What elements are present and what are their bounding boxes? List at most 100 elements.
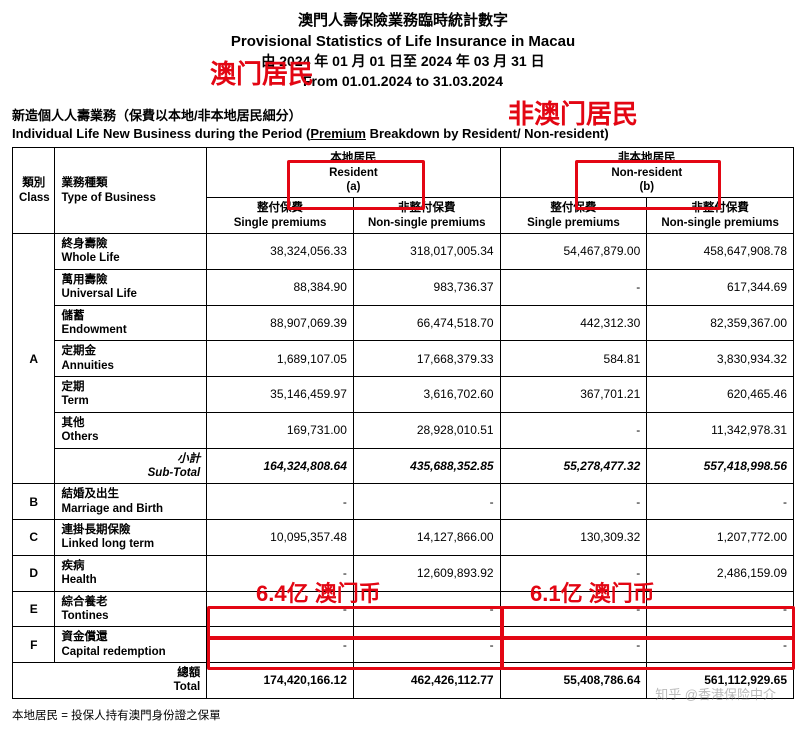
type-cell: 定期Term <box>55 377 207 413</box>
table-cell: 88,384.90 <box>207 269 354 305</box>
class-label: F <box>13 627 55 663</box>
table-cell: 1,689,107.05 <box>207 341 354 377</box>
table-row: A終身壽險Whole Life38,324,056.33318,017,005.… <box>13 234 794 270</box>
table-cell: - <box>353 591 500 627</box>
table-cell: 17,668,379.33 <box>353 341 500 377</box>
th-resident: 本地居民Resident(a) <box>207 148 500 198</box>
table-row: B結婚及出生Marriage and Birth---- <box>13 484 794 520</box>
table-row: E綜合養老Tontines---- <box>13 591 794 627</box>
table-cell: 462,426,112.77 <box>353 663 500 699</box>
table-row: 儲蓄Endowment88,907,069.3966,474,518.70442… <box>13 305 794 341</box>
table-cell: - <box>647 591 794 627</box>
table-cell: - <box>353 627 500 663</box>
type-cell: 萬用壽險Universal Life <box>55 269 207 305</box>
table-cell: - <box>353 484 500 520</box>
table-cell: 557,418,998.56 <box>647 448 794 484</box>
subheader-en-pre: Individual Life New Business during the … <box>12 126 310 141</box>
table-cell: 38,324,056.33 <box>207 234 354 270</box>
table-cell: - <box>500 484 647 520</box>
table-cell: - <box>647 484 794 520</box>
table-cell: - <box>207 627 354 663</box>
table-cell: 3,616,702.60 <box>353 377 500 413</box>
th-res-nonsingle: 非整付保費Non-single premiums <box>353 198 500 234</box>
table-cell: - <box>207 555 354 591</box>
class-label: E <box>13 591 55 627</box>
table-cell: 130,309.32 <box>500 520 647 556</box>
table-cell: 458,647,908.78 <box>647 234 794 270</box>
th-type: 業務種類Type of Business <box>55 148 207 234</box>
table-row: 萬用壽險Universal Life88,384.90983,736.37-61… <box>13 269 794 305</box>
subtotal-row: 小計Sub-Total164,324,808.64435,688,352.855… <box>13 448 794 484</box>
table-cell: 174,420,166.12 <box>207 663 354 699</box>
period-cn: 由 2024 年 01 月 01 日至 2024 年 03 月 31 日 <box>12 52 794 72</box>
table-cell: 617,344.69 <box>647 269 794 305</box>
title-en: Provisional Statistics of Life Insurance… <box>12 31 794 52</box>
table-row: C連掛長期保險Linked long term10,095,357.4814,1… <box>13 520 794 556</box>
subheader-en-post: Breakdown by Resident/ Non-resident) <box>366 126 609 141</box>
table-row: 定期金Annuities1,689,107.0517,668,379.33584… <box>13 341 794 377</box>
table-row: D疾病Health-12,609,893.92-2,486,159.09 <box>13 555 794 591</box>
table-cell: 169,731.00 <box>207 412 354 448</box>
subheader-cn: 新造個人人壽業務（保費以本地/非本地居民細分） <box>12 105 794 124</box>
type-cell: 定期金Annuities <box>55 341 207 377</box>
table-cell: 35,146,459.97 <box>207 377 354 413</box>
table-cell: - <box>500 269 647 305</box>
total-label: 總額Total <box>13 663 207 699</box>
table-cell: 620,465.46 <box>647 377 794 413</box>
table-cell: 55,408,786.64 <box>500 663 647 699</box>
th-res-single: 整付保費Single premiums <box>207 198 354 234</box>
table-cell: 55,278,477.32 <box>500 448 647 484</box>
table-cell: 3,830,934.32 <box>647 341 794 377</box>
type-cell: 連掛長期保險Linked long term <box>55 520 207 556</box>
title-cn: 澳門人壽保險業務臨時統計數字 <box>12 10 794 31</box>
table-row: 其他Others169,731.0028,928,010.51-11,342,9… <box>13 412 794 448</box>
table-cell: 164,324,808.64 <box>207 448 354 484</box>
table-cell: 82,359,367.00 <box>647 305 794 341</box>
type-cell: 疾病Health <box>55 555 207 591</box>
th-nonresident: 非本地居民Non-resident(b) <box>500 148 793 198</box>
footnote: 本地居民 = 投保人持有澳門身份證之保單 <box>12 707 794 723</box>
subheader-en: Individual Life New Business during the … <box>12 126 794 141</box>
table-cell: 11,342,978.31 <box>647 412 794 448</box>
data-table: 類別Class 業務種類Type of Business 本地居民Residen… <box>12 147 794 699</box>
table-row: F資金償還Capital redemption---- <box>13 627 794 663</box>
table-cell: 318,017,005.34 <box>353 234 500 270</box>
table-row: 定期Term35,146,459.973,616,702.60367,701.2… <box>13 377 794 413</box>
type-cell: 終身壽險Whole Life <box>55 234 207 270</box>
type-cell: 結婚及出生Marriage and Birth <box>55 484 207 520</box>
class-label: A <box>13 234 55 484</box>
table-cell: - <box>500 591 647 627</box>
table-cell: - <box>500 555 647 591</box>
class-label: D <box>13 555 55 591</box>
type-cell: 儲蓄Endowment <box>55 305 207 341</box>
table-cell: 12,609,893.92 <box>353 555 500 591</box>
table-cell: 88,907,069.39 <box>207 305 354 341</box>
th-nres-nonsingle: 非整付保費Non-single premiums <box>647 198 794 234</box>
type-cell: 資金償還Capital redemption <box>55 627 207 663</box>
table-cell: 435,688,352.85 <box>353 448 500 484</box>
type-cell: 綜合養老Tontines <box>55 591 207 627</box>
table-cell: 10,095,357.48 <box>207 520 354 556</box>
table-cell: 983,736.37 <box>353 269 500 305</box>
table-cell: 442,312.30 <box>500 305 647 341</box>
table-cell: 367,701.21 <box>500 377 647 413</box>
table-cell: 1,207,772.00 <box>647 520 794 556</box>
subtotal-label: 小計Sub-Total <box>55 448 207 484</box>
th-class: 類別Class <box>13 148 55 234</box>
table-cell: 14,127,866.00 <box>353 520 500 556</box>
subheader-en-u: Premium <box>310 126 366 141</box>
table-cell: 2,486,159.09 <box>647 555 794 591</box>
table-cell: - <box>500 627 647 663</box>
table-cell: - <box>207 591 354 627</box>
table-cell: - <box>647 627 794 663</box>
table-cell: - <box>207 484 354 520</box>
table-cell: 584.81 <box>500 341 647 377</box>
class-label: C <box>13 520 55 556</box>
th-nres-single: 整付保費Single premiums <box>500 198 647 234</box>
table-cell: 54,467,879.00 <box>500 234 647 270</box>
class-label: B <box>13 484 55 520</box>
watermark: 知乎 @香港保险中介 <box>655 684 776 703</box>
period-en: From 01.01.2024 to 31.03.2024 <box>12 72 794 92</box>
type-cell: 其他Others <box>55 412 207 448</box>
table-cell: 28,928,010.51 <box>353 412 500 448</box>
